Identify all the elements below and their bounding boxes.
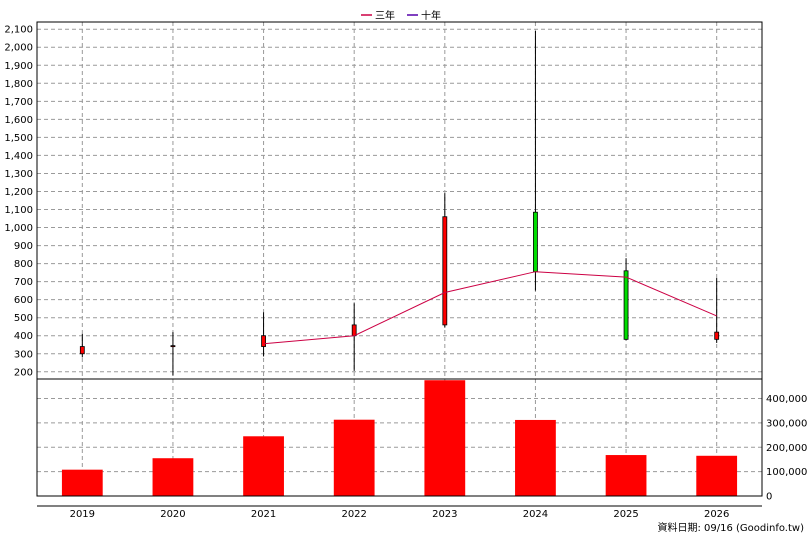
candle-body xyxy=(623,270,629,340)
price-tick-label: 1,500 xyxy=(4,133,33,144)
legend: 三年 十年 xyxy=(361,9,441,22)
price-tick-label: 1,800 xyxy=(4,79,33,90)
candle-body xyxy=(714,331,720,340)
candle-body xyxy=(351,324,357,337)
candle-body xyxy=(261,335,266,347)
x-tick-label: 2022 xyxy=(341,509,366,520)
candle-body xyxy=(442,216,448,326)
price-tick-label: 1,400 xyxy=(4,151,33,162)
price-tick-label: 1,300 xyxy=(4,169,33,180)
price-tick-label: 1,100 xyxy=(4,205,33,216)
volume-bar xyxy=(243,436,284,496)
legend-label-three-year: 三年 xyxy=(375,9,395,22)
volume-bar xyxy=(515,419,556,496)
candle-body xyxy=(533,211,538,273)
volume-tick-label: 100,000 xyxy=(766,467,807,478)
price-tick-label: 600 xyxy=(14,295,33,306)
volume-bar xyxy=(152,458,194,496)
volume-plot-frame xyxy=(36,378,763,497)
volume-bar xyxy=(333,419,375,496)
price-tick-label: 2,000 xyxy=(4,43,33,54)
volume-tick-label: 200,000 xyxy=(766,443,807,454)
x-tick-label: 2026 xyxy=(704,509,729,520)
price-tick-label: 500 xyxy=(14,313,33,324)
price-tick-label: 800 xyxy=(14,259,33,270)
price-tick-label: 900 xyxy=(14,241,33,252)
volume-bar xyxy=(61,469,103,496)
volume-bar xyxy=(696,455,738,496)
x-tick-label: 2019 xyxy=(70,509,95,520)
x-tick-label: 2020 xyxy=(160,509,185,520)
price-tick-label: 1,200 xyxy=(4,187,33,198)
price-tick-label: 2,100 xyxy=(4,25,33,36)
price-plot-frame xyxy=(36,21,763,380)
source-footnote: 資料日期: 09/16 (Goodinfo.tw) xyxy=(657,521,804,534)
price-tick-label: 300 xyxy=(14,349,33,360)
x-tick-label: 2021 xyxy=(251,509,276,520)
candle-body xyxy=(79,346,85,355)
price-tick-label: 200 xyxy=(14,367,33,378)
volume-tick-label: 400,000 xyxy=(766,394,807,405)
price-tick-label: 1,600 xyxy=(4,115,33,126)
x-tick-label: 2025 xyxy=(613,509,638,520)
volume-bar xyxy=(605,455,647,496)
price-tick-label: 1,900 xyxy=(4,61,33,72)
price-tick-label: 1,700 xyxy=(4,97,33,108)
price-tick-label: 700 xyxy=(14,277,33,288)
x-tick-label: 2023 xyxy=(432,509,457,520)
plot-layer: 200 300 400 500 600 700 800 900 1,000 1,100 1,200 1… xyxy=(4,21,807,520)
price-tick-label: 1,000 xyxy=(4,223,33,234)
volume-tick-label: 0 xyxy=(766,492,772,503)
volume-bar xyxy=(424,380,466,496)
volume-tick-label: 300,000 xyxy=(766,418,807,429)
x-tick-label: 2024 xyxy=(523,509,548,520)
legend-label-ten-year: 十年 xyxy=(421,9,441,22)
price-tick-label: 400 xyxy=(14,331,33,342)
candle-body xyxy=(170,345,176,348)
ma-line-three-year xyxy=(263,271,717,345)
